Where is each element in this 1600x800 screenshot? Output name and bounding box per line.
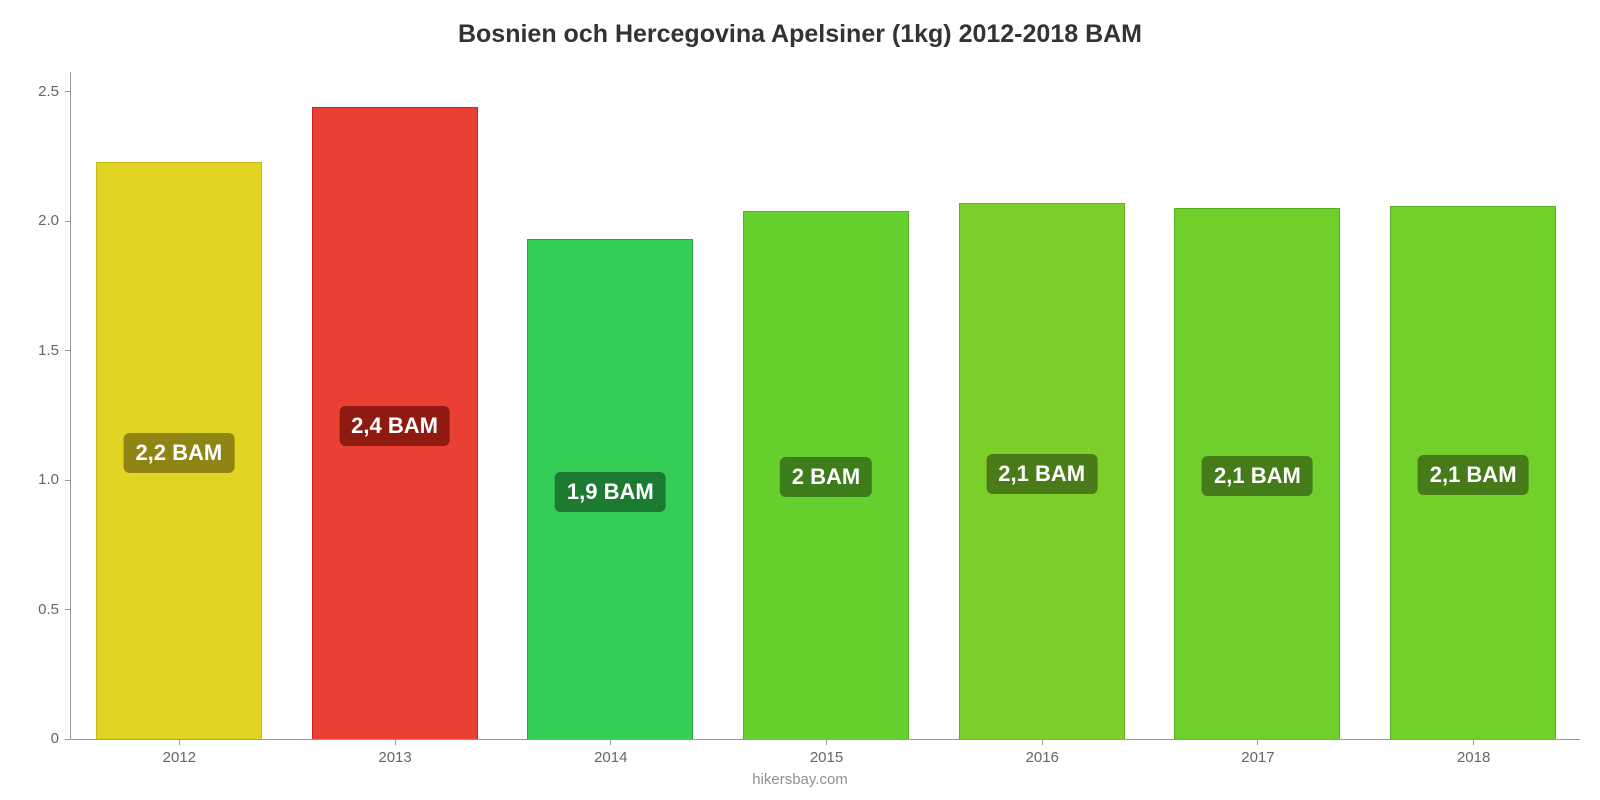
y-tick-mark [65,221,71,222]
y-tick-mark [65,739,71,740]
bar: 2,1 BAM [1174,208,1340,739]
y-tick-label: 0 [51,730,59,747]
y-tick-label: 2.5 [38,83,59,100]
x-tick-label: 2013 [378,749,411,766]
x-tick: 2015 [826,739,827,745]
y-tick-mark [65,609,71,610]
y-tick-label: 1.5 [38,342,59,359]
x-tick-label: 2012 [163,749,196,766]
y-tick-mark [65,480,71,481]
x-tick: 2014 [610,739,611,745]
x-tick: 2018 [1473,739,1474,745]
x-tick: 2017 [1257,739,1258,745]
x-tick: 2012 [179,739,180,745]
bar: 2,2 BAM [96,162,262,739]
bar-value-label: 2 BAM [780,457,872,497]
y-tick-label: 1.0 [38,471,59,488]
y-tick-label: 2.0 [38,212,59,229]
x-tick-label: 2014 [594,749,627,766]
bar-value-label: 2,1 BAM [1202,456,1313,496]
bar-value-label: 1,9 BAM [555,472,666,512]
x-tick-label: 2017 [1241,749,1274,766]
x-tick-label: 2018 [1457,749,1490,766]
bar: 1,9 BAM [527,239,693,739]
x-tick-label: 2016 [1026,749,1059,766]
bar-value-label: 2,1 BAM [1418,455,1529,495]
y-tick-label: 0.5 [38,601,59,618]
y-tick-mark [65,91,71,92]
bar: 2,4 BAM [312,107,478,739]
bar: 2 BAM [743,211,909,739]
bar: 2,1 BAM [1390,206,1556,739]
plot-area: 00.51.01.52.02.520122,2 BAM20132,4 BAM20… [70,72,1580,740]
bar-value-label: 2,1 BAM [986,454,1097,494]
x-tick: 2016 [1042,739,1043,745]
attribution-text: hikersbay.com [0,771,1600,788]
bar: 2,1 BAM [959,203,1125,739]
x-tick-label: 2015 [810,749,843,766]
bar-value-label: 2,4 BAM [339,406,450,446]
x-tick: 2013 [395,739,396,745]
bar-value-label: 2,2 BAM [123,433,234,473]
chart-title: Bosnien och Hercegovina Apelsiner (1kg) … [0,20,1600,49]
y-tick-mark [65,350,71,351]
